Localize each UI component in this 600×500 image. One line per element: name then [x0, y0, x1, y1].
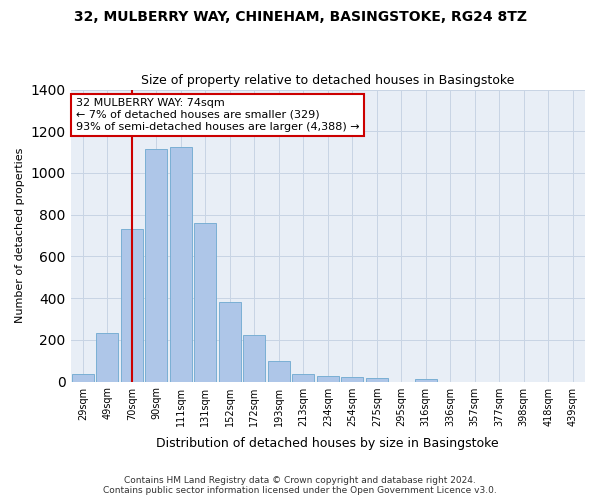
Bar — [170, 147, 192, 382]
Bar — [219, 302, 241, 382]
Bar — [145, 149, 167, 382]
Bar — [317, 376, 339, 382]
Text: Contains HM Land Registry data © Crown copyright and database right 2024.
Contai: Contains HM Land Registry data © Crown c… — [103, 476, 497, 495]
Text: 32, MULBERRY WAY, CHINEHAM, BASINGSTOKE, RG24 8TZ: 32, MULBERRY WAY, CHINEHAM, BASINGSTOKE,… — [74, 10, 527, 24]
X-axis label: Distribution of detached houses by size in Basingstoke: Distribution of detached houses by size … — [157, 437, 499, 450]
Bar — [96, 332, 118, 382]
Bar — [72, 374, 94, 382]
Bar — [292, 374, 314, 382]
Bar — [243, 334, 265, 382]
Bar — [121, 230, 143, 382]
Bar — [366, 378, 388, 382]
Bar — [268, 360, 290, 382]
Title: Size of property relative to detached houses in Basingstoke: Size of property relative to detached ho… — [141, 74, 514, 87]
Bar — [415, 380, 437, 382]
Bar — [341, 378, 363, 382]
Y-axis label: Number of detached properties: Number of detached properties — [15, 148, 25, 323]
Text: 32 MULBERRY WAY: 74sqm
← 7% of detached houses are smaller (329)
93% of semi-det: 32 MULBERRY WAY: 74sqm ← 7% of detached … — [76, 98, 359, 132]
Bar — [194, 223, 217, 382]
